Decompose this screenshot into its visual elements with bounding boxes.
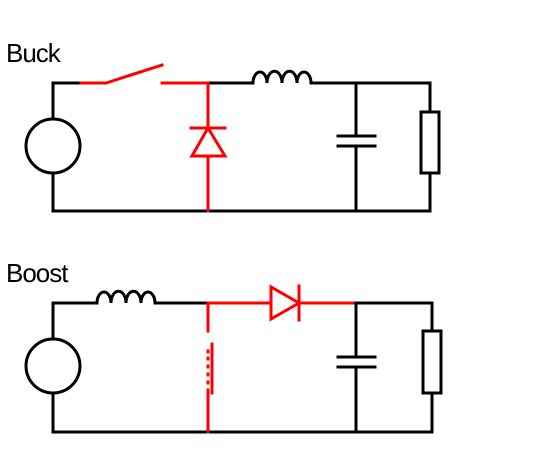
- boost-inductor: [95, 289, 157, 305]
- boost-load-resistor: [421, 301, 443, 434]
- boost-diode: [206, 284, 358, 322]
- buck-title: Buck: [6, 38, 61, 68]
- buck-switch: [79, 63, 210, 85]
- boost-circuit: [24, 284, 443, 434]
- buck-inductor: [251, 69, 313, 85]
- boost-title: Boost: [6, 258, 68, 288]
- boost-switch: [206, 301, 214, 434]
- buck-voltage-source: [24, 81, 82, 213]
- buck-capacitor: [336, 81, 377, 213]
- boost-voltage-source: [24, 301, 82, 434]
- buck-wires: [51, 81, 432, 213]
- boost-capacitor: [336, 301, 377, 434]
- boost-wires: [51, 301, 434, 434]
- buck-load-resistor: [419, 81, 441, 213]
- buck-circuit: [24, 63, 441, 213]
- buck-diode: [189, 81, 228, 213]
